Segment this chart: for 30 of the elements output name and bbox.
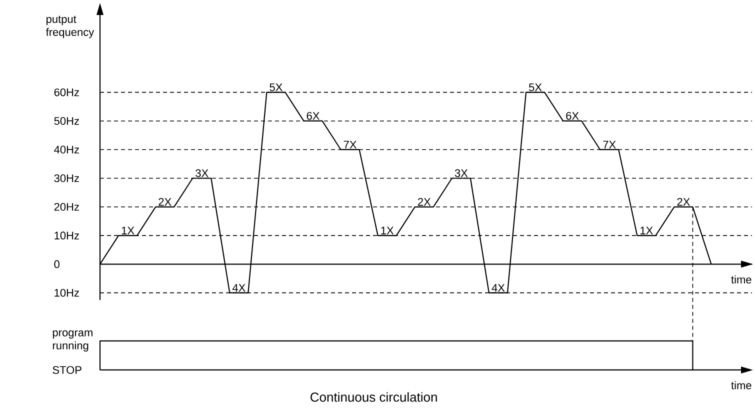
annotation: 2X <box>677 198 690 206</box>
text: program running <box>52 330 92 352</box>
y-tick-label: 50Hz <box>54 117 79 125</box>
annotation: 1X <box>381 226 394 234</box>
y-tick-label: 60Hz <box>54 88 79 96</box>
y-tick-label: 0 <box>54 260 60 268</box>
annotation: 3X <box>454 169 468 178</box>
x-axis-title: time <box>731 275 752 284</box>
text: Continuous circulation <box>310 392 437 402</box>
y-tick-label: 30Hz <box>54 174 79 182</box>
text: STOP <box>52 366 82 374</box>
y-tick-label: 20Hz <box>54 203 79 211</box>
annotation: 4X <box>492 284 505 292</box>
annotation: 1X <box>640 226 653 234</box>
annotation: 4X <box>232 284 246 292</box>
text: time <box>731 381 752 390</box>
annotation: 1X <box>122 226 134 234</box>
annotation: 7X <box>603 140 616 148</box>
annotation: 2X <box>158 198 172 206</box>
annotation: 5X <box>528 83 542 92</box>
y-tick-label: 10Hz <box>54 232 79 240</box>
annotation: 6X <box>566 112 579 120</box>
y-tick-label: 10Hz <box>54 288 79 297</box>
y-tick-label: 40Hz <box>54 146 79 154</box>
annotation: 3X <box>196 169 208 178</box>
annotation: 6X <box>306 112 320 120</box>
annotation: 2X <box>418 198 431 206</box>
y-axis-title: putput frequency <box>46 16 94 38</box>
annotation: 7X <box>344 140 357 148</box>
annotation: 5X <box>270 83 282 92</box>
